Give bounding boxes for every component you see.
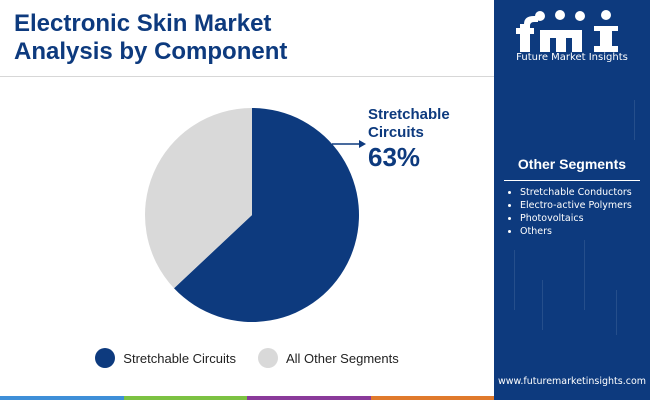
other-segments-divider xyxy=(504,180,640,181)
callout-label: Stretchable Circuits xyxy=(368,106,450,141)
legend-swatch-all-other-segments xyxy=(258,348,278,368)
callout-value: 63% xyxy=(368,142,421,172)
pie-chart xyxy=(145,108,366,322)
right-panel: Future Market Insights Other Segments St… xyxy=(494,0,650,400)
list-item: Stretchable Conductors xyxy=(508,186,648,199)
callout-arrow-icon xyxy=(359,140,366,148)
title-line-2: Analysis by Component xyxy=(14,38,288,65)
legend-item-stretchable-circuits: Stretchable Circuits xyxy=(95,348,236,368)
bottom-color-stripe xyxy=(0,396,494,400)
legend-item-all-other-segments: All Other Segments xyxy=(258,348,399,368)
list-item: Others xyxy=(508,225,648,238)
other-segments-heading: Other Segments xyxy=(517,156,627,172)
title-divider xyxy=(0,76,494,77)
legend-label-stretchable-circuits: Stretchable Circuits xyxy=(123,350,236,366)
list-item: Electro-active Polymers xyxy=(508,199,648,212)
chart-title: Electronic Skin Market Analysis by Compo… xyxy=(14,10,484,66)
legend: Stretchable Circuits All Other Segments xyxy=(0,346,494,370)
legend-swatch-stretchable-circuits xyxy=(95,348,116,368)
fmi-logo xyxy=(516,10,618,52)
pie-slice-all-other-segments xyxy=(145,108,252,289)
website-url: www.futuremarketinsights.com xyxy=(497,376,647,387)
pie-slice-stretchable-circuits xyxy=(174,108,359,322)
list-item: Photovoltaics xyxy=(508,212,648,225)
other-segments-list: Stretchable Conductors Electro-active Po… xyxy=(508,186,648,238)
legend-label-all-other-segments: All Other Segments xyxy=(286,350,399,366)
brand-name: Future Market Insights xyxy=(516,52,628,63)
title-line-1: Electronic Skin Market xyxy=(14,10,272,37)
